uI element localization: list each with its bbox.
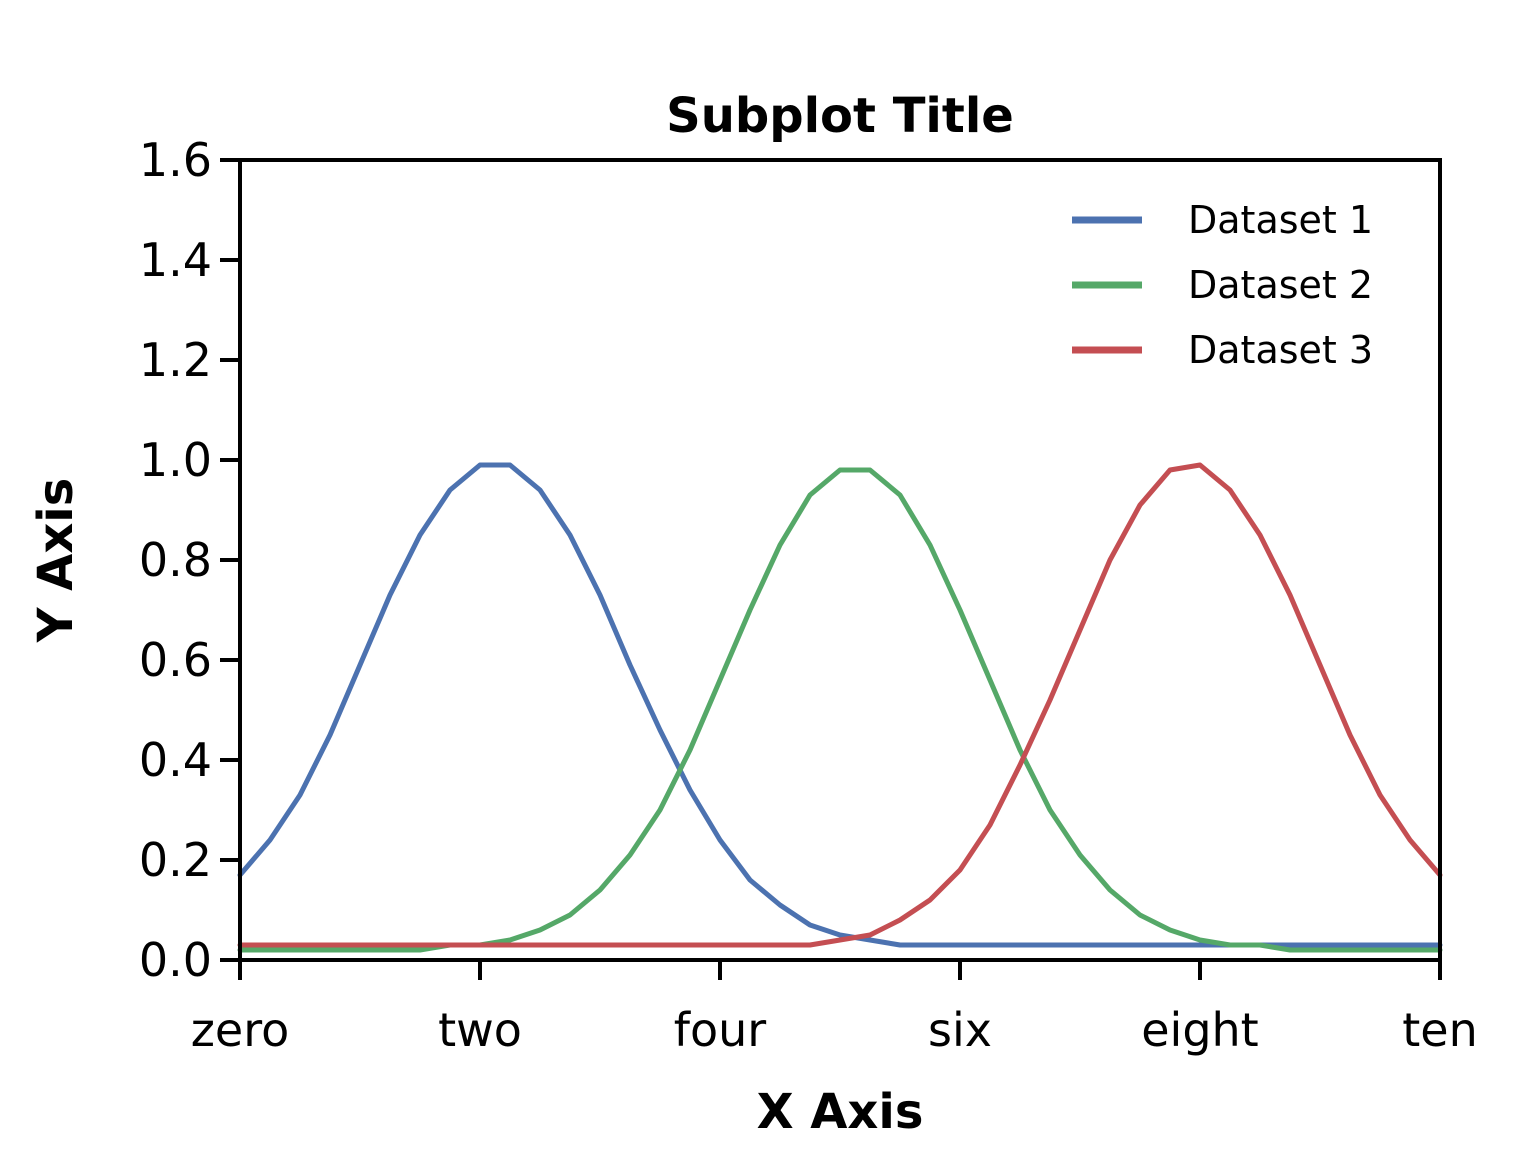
y-tick-label: 0.4	[139, 733, 212, 787]
legend-label-2: Dataset 2	[1188, 263, 1373, 307]
chart-title: Subplot Title	[666, 88, 1014, 144]
series-line-2	[237, 467, 1443, 953]
y-tick-label: 0.2	[139, 833, 212, 887]
series-line-3	[237, 462, 1443, 948]
plot-area	[237, 462, 1443, 953]
y-tick-label: 1.6	[139, 133, 212, 187]
y-tick-label: 0.8	[139, 533, 212, 587]
x-tick-label: six	[928, 1003, 992, 1057]
x-tick-label: ten	[1402, 1003, 1478, 1057]
y-tick-label: 1.2	[139, 333, 212, 387]
x-tick-label: eight	[1141, 1003, 1258, 1057]
legend-label-1: Dataset 1	[1188, 198, 1373, 242]
y-tick-label: 1.0	[139, 433, 212, 487]
y-axis-title: Y Axis	[28, 478, 84, 644]
y-tick-label: 0.6	[139, 633, 212, 687]
axes: 0.0 0.2 0.4 0.6 0.8 1.0 1.2 1.4 1.6 zero two four si…	[139, 133, 1478, 1057]
x-tick-label: zero	[191, 1003, 290, 1057]
x-tick-label: four	[674, 1003, 766, 1057]
y-tick-label: 0.0	[139, 933, 212, 987]
legend: Dataset 1 Dataset 2 Dataset 3	[1072, 198, 1373, 372]
legend-label-3: Dataset 3	[1188, 328, 1373, 372]
y-tick-label: 1.4	[139, 233, 212, 287]
x-tick-label: two	[438, 1003, 522, 1057]
x-axis-title: X Axis	[757, 1084, 924, 1140]
